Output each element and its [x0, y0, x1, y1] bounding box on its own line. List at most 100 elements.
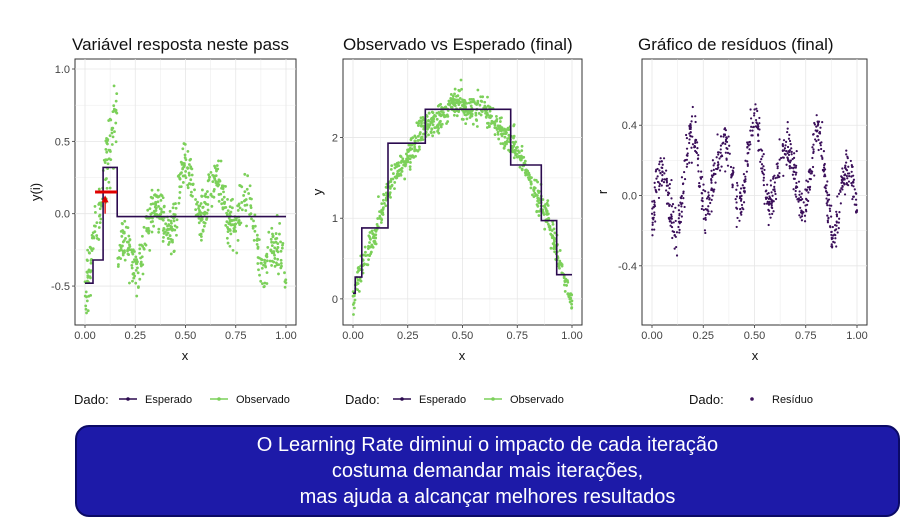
data-point	[86, 271, 89, 274]
data-point	[760, 163, 764, 166]
data-point	[205, 211, 209, 215]
data-point	[91, 247, 95, 251]
data-point	[685, 136, 689, 140]
x-tick-label: 0.75	[225, 330, 246, 342]
data-point	[670, 225, 674, 229]
data-point	[189, 178, 193, 182]
data-point	[368, 235, 371, 239]
data-point	[87, 294, 91, 298]
data-point	[661, 174, 664, 177]
data-point	[89, 269, 93, 273]
data-point	[462, 118, 465, 121]
data-point	[500, 116, 503, 120]
data-point	[214, 180, 218, 183]
data-point	[204, 195, 208, 199]
data-point	[516, 145, 519, 149]
data-point	[716, 161, 720, 164]
data-point	[128, 281, 131, 285]
data-point	[266, 245, 270, 249]
data-point	[771, 200, 774, 203]
data-point	[245, 187, 249, 191]
data-point	[470, 112, 474, 116]
data-point	[146, 208, 150, 212]
data-point	[665, 189, 668, 192]
data-point	[689, 126, 692, 129]
data-point	[799, 195, 802, 199]
data-point	[828, 204, 831, 207]
data-point	[843, 174, 846, 177]
data-point	[217, 193, 221, 196]
data-point	[487, 121, 490, 125]
data-point	[139, 260, 143, 264]
data-point	[401, 159, 404, 163]
data-point	[200, 238, 203, 242]
data-point	[444, 105, 448, 109]
data-point	[439, 123, 443, 127]
data-point	[172, 219, 176, 223]
data-point	[672, 210, 675, 213]
data-point	[519, 158, 523, 162]
data-point	[544, 207, 548, 211]
data-point	[467, 110, 471, 113]
data-point	[217, 159, 220, 163]
data-point	[148, 249, 152, 252]
data-point	[416, 134, 420, 138]
data-point	[358, 277, 362, 281]
data-point	[173, 228, 177, 232]
data-point	[460, 87, 463, 91]
data-point	[474, 113, 478, 117]
data-point	[792, 188, 795, 191]
data-point	[749, 143, 752, 146]
y-tick-label: 0.5	[55, 136, 70, 148]
data-point	[850, 170, 853, 173]
data-point	[811, 146, 814, 149]
data-point	[419, 124, 423, 128]
data-point	[788, 161, 792, 164]
data-point	[545, 201, 549, 205]
data-point	[458, 96, 462, 100]
data-point	[178, 196, 181, 200]
data-point	[696, 147, 699, 150]
data-point	[162, 210, 166, 214]
data-point	[659, 172, 662, 175]
data-point	[805, 189, 808, 192]
data-point	[830, 230, 833, 233]
data-point	[107, 148, 111, 152]
data-point	[389, 167, 393, 171]
data-point	[786, 152, 789, 155]
data-point	[551, 235, 555, 239]
data-point	[94, 210, 97, 214]
data-point	[712, 168, 715, 171]
chart-2-points	[351, 78, 574, 316]
data-point	[790, 147, 793, 150]
chart-2-legend-expected-label: Esperado	[419, 394, 466, 406]
data-point	[786, 120, 789, 124]
data-point	[680, 210, 683, 213]
data-point	[660, 160, 663, 163]
data-point	[795, 181, 798, 185]
data-point	[122, 231, 125, 235]
data-point	[98, 213, 102, 217]
x-tick-label: 0.00	[74, 330, 95, 342]
data-point	[841, 167, 844, 170]
data-point	[782, 139, 786, 142]
data-point	[389, 195, 392, 199]
data-point	[89, 261, 93, 265]
data-point	[175, 218, 179, 222]
data-point	[142, 225, 146, 229]
data-point	[551, 223, 555, 226]
data-point	[421, 124, 425, 128]
data-point	[853, 188, 856, 191]
data-point	[127, 234, 131, 238]
data-point	[848, 175, 851, 178]
data-point	[408, 167, 412, 171]
data-point	[268, 259, 272, 263]
data-point	[792, 167, 795, 170]
data-point	[811, 170, 814, 173]
data-point	[535, 210, 539, 214]
data-point	[162, 235, 165, 239]
data-point	[710, 188, 713, 192]
data-point	[750, 117, 753, 120]
data-point	[208, 175, 212, 179]
data-point	[704, 208, 707, 211]
